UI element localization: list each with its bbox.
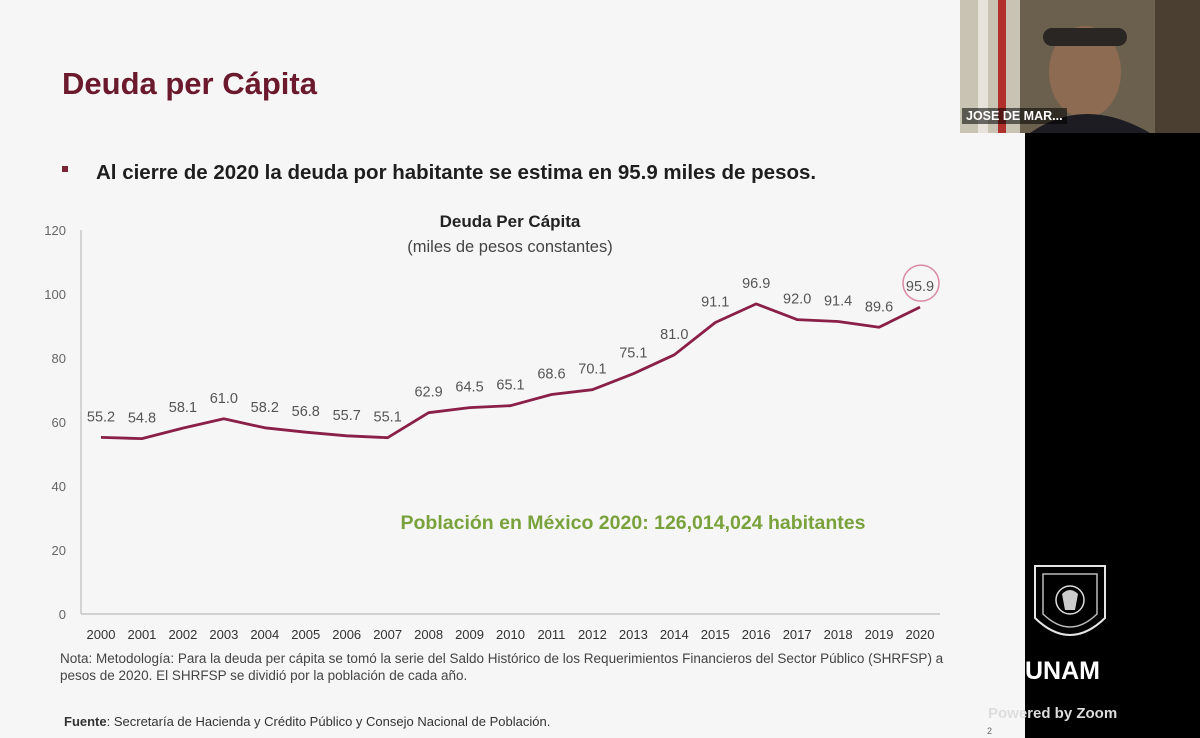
data-label: 68.6 — [537, 366, 565, 382]
data-label: 65.1 — [496, 378, 524, 394]
x-tick-label: 2018 — [824, 627, 853, 642]
data-label: 58.1 — [169, 400, 197, 416]
chart-title: Deuda Per Cápita — [440, 212, 581, 231]
series-line — [100, 302, 921, 441]
data-label: 54.8 — [128, 411, 156, 427]
unam-branding: UNAM — [1025, 657, 1100, 685]
data-label: 61.0 — [210, 391, 238, 407]
x-tick-label: 2010 — [496, 627, 525, 642]
data-label: 58.2 — [251, 400, 279, 416]
x-tick-label: 2003 — [209, 627, 238, 642]
data-label: 96.9 — [742, 276, 770, 292]
bullet-marker — [62, 166, 68, 172]
slide-number: 2 — [987, 726, 993, 736]
highlight-circle — [902, 264, 940, 302]
y-tick-label: 100 — [44, 287, 66, 302]
data-label: 89.6 — [865, 299, 893, 315]
chart-area: 0 20 40 60 80 100 120 2000 2001 2002 2003 2004 2005 2… — [0, 200, 1025, 650]
x-tick-label: 2008 — [414, 627, 443, 642]
x-tick-label: 2009 — [455, 627, 484, 642]
x-tick-label: 2017 — [783, 627, 812, 642]
data-label: 95.9 — [906, 279, 934, 295]
source-line: Fuente: Secretaría de Hacienda y Crédito… — [64, 714, 550, 729]
data-label: 81.0 — [660, 327, 688, 343]
slide-title: Deuda per Cápita — [62, 66, 317, 101]
x-tick-label: 2006 — [332, 627, 361, 642]
x-tick-label: 2004 — [250, 627, 279, 642]
data-label: 91.1 — [701, 294, 729, 310]
x-tick-label: 2014 — [660, 627, 689, 642]
x-tick-label: 2005 — [291, 627, 320, 642]
y-tick-label: 80 — [52, 351, 66, 366]
chart-subtitle: (miles de pesos constantes) — [407, 238, 612, 256]
x-tick-label: 2007 — [373, 627, 402, 642]
data-label: 70.1 — [578, 362, 606, 378]
y-tick-label: 40 — [52, 479, 66, 494]
x-tick-label: 2011 — [537, 627, 565, 642]
x-tick-label: 2015 — [701, 627, 730, 642]
data-label: 75.1 — [619, 346, 647, 362]
data-label: 91.4 — [824, 294, 852, 310]
line-chart: 0 20 40 60 80 100 120 2000 2001 2002 2003 2004 2005 2… — [44, 212, 940, 642]
x-tick-label: 2000 — [87, 627, 116, 642]
y-tick-label: 60 — [52, 415, 66, 430]
data-label: 56.8 — [292, 404, 320, 420]
zoom-watermark: Powered by Zoom — [988, 705, 1118, 722]
source-label: Fuente — [64, 714, 107, 729]
source-text: : Secretaría de Hacienda y Crédito Públi… — [106, 714, 551, 729]
unam-logo-icon — [1034, 565, 1106, 636]
data-label: 55.1 — [374, 410, 402, 426]
data-label: 62.9 — [414, 385, 442, 401]
x-tick-label: 2001 — [127, 627, 156, 642]
x-tick-label: 2002 — [168, 627, 197, 642]
data-label: 55.7 — [333, 408, 361, 424]
x-tick-label: 2019 — [865, 627, 894, 642]
y-tick-label: 0 — [59, 607, 66, 622]
data-label: 92.0 — [783, 292, 811, 308]
bullet-point: Al cierre de 2020 la deuda por habitante… — [62, 158, 962, 187]
y-tick-label: 20 — [52, 543, 66, 558]
data-label: 64.5 — [455, 380, 483, 396]
x-tick-label: 2020 — [906, 627, 935, 642]
x-tick-label: 2012 — [578, 627, 607, 642]
participant-name: JOSE DE MAR... — [962, 108, 1067, 124]
data-label: 55.2 — [87, 409, 115, 425]
methodology-note: Nota: Metodología: Para la deuda per cáp… — [60, 651, 944, 683]
y-tick-label: 120 — [44, 223, 66, 238]
bullet-text: Al cierre de 2020 la deuda por habitante… — [96, 161, 817, 184]
x-tick-label: 2013 — [619, 627, 648, 642]
population-annotation: Población en México 2020: 126,014,024 ha… — [401, 512, 866, 534]
x-tick-label: 2016 — [742, 627, 771, 642]
presentation-slide: Deuda per Cápita Al cierre de 2020 la de… — [0, 0, 1025, 738]
